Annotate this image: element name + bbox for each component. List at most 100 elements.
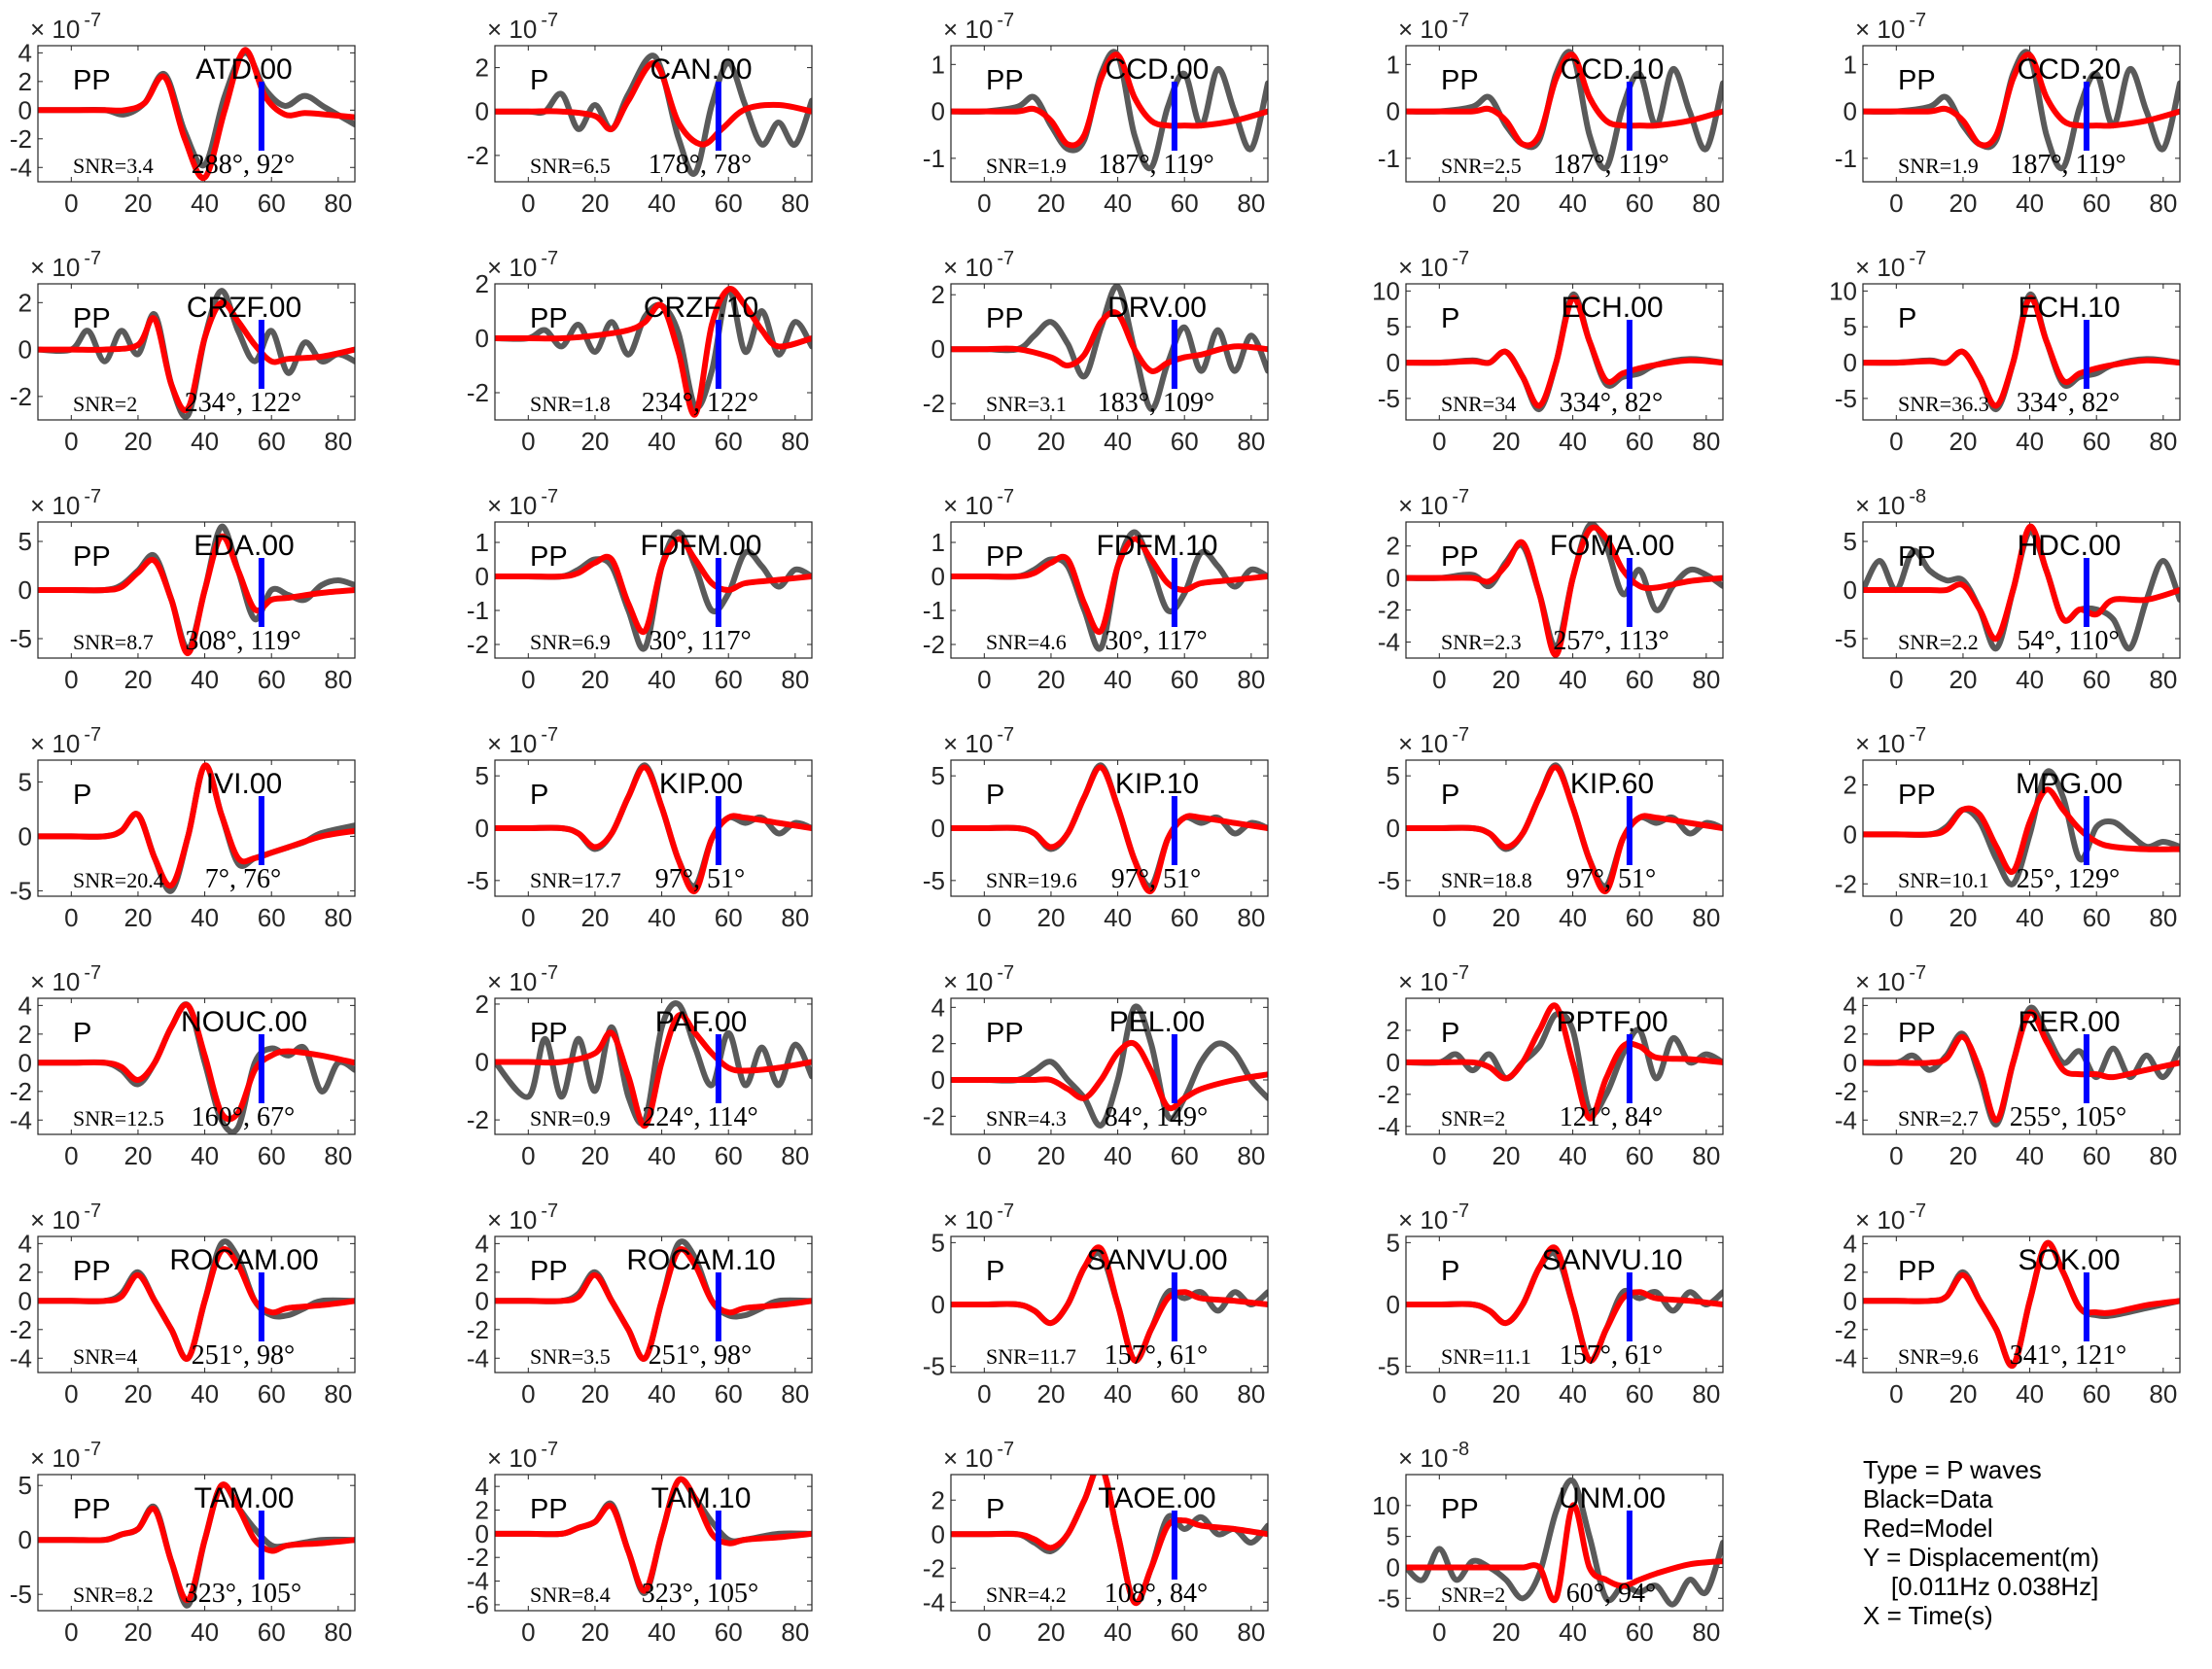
y-tick-label: 5 — [1843, 527, 1857, 556]
y-tick-label: -4 — [10, 153, 32, 182]
y-tick-label: 2 — [475, 1258, 489, 1287]
data-trace — [1406, 1477, 1723, 1608]
model-trace — [1406, 52, 1723, 149]
plot-frame — [494, 45, 813, 183]
legend-model-color: Red=Model — [1863, 1513, 1993, 1543]
plot-frame — [37, 45, 356, 183]
x-tick-label: 40 — [2016, 903, 2044, 932]
x-tick-label: 60 — [1626, 427, 1654, 456]
y-tick-label: -4 — [467, 1343, 489, 1373]
axis-exponent-label: × 10 -7 — [943, 962, 1014, 996]
y-tick-label: 0 — [18, 821, 32, 851]
phase-label: P — [530, 65, 548, 96]
x-tick-label: 40 — [1559, 1141, 1587, 1170]
model-trace — [495, 1476, 812, 1594]
x-tick-label: 20 — [580, 1379, 609, 1408]
x-tick-label: 40 — [648, 1379, 676, 1408]
model-trace — [951, 764, 1268, 894]
y-tick-label: -2 — [467, 378, 489, 407]
plot-frame — [950, 997, 1269, 1135]
x-tick-label: 80 — [781, 427, 809, 456]
exponent-base: × 10 — [943, 1443, 993, 1473]
plot-frame — [950, 1474, 1269, 1612]
y-tick-label: -2 — [923, 630, 945, 659]
x-tick-label: 40 — [1559, 427, 1587, 456]
snr-label: SNR=6.9 — [530, 630, 611, 654]
plot-area — [951, 1475, 1268, 1607]
y-tick-label: 5 — [931, 1228, 945, 1257]
x-tick-label: 20 — [1036, 1379, 1065, 1408]
x-tick-label: 20 — [123, 1617, 152, 1647]
station-label: RER.00 — [2018, 1006, 2120, 1038]
snr-label: SNR=2.3 — [1441, 630, 1522, 654]
phase-label: PP — [530, 1256, 568, 1287]
x-tick-label: 0 — [977, 427, 991, 456]
angles-label: 334°, 82° — [2017, 388, 2120, 418]
x-tick-label: 0 — [64, 1617, 78, 1647]
x-tick-label: 20 — [123, 1379, 152, 1408]
station-label: ATD.00 — [195, 53, 292, 86]
y-tick-label: 0 — [18, 1525, 32, 1554]
y-tick-label: 0 — [1387, 814, 1400, 843]
y-tick-label: 1 — [931, 528, 945, 557]
y-tick-label: -2 — [467, 1105, 489, 1134]
angles-label: 234°, 122° — [185, 388, 301, 418]
model-trace — [1863, 295, 2180, 409]
x-tick-label: 20 — [1492, 1617, 1520, 1647]
angles-label: 341°, 121° — [2010, 1340, 2126, 1371]
plot-frame — [1862, 45, 2181, 183]
y-tick-label: -5 — [10, 876, 32, 905]
y-tick-label: 2 — [1387, 1016, 1400, 1045]
model-trace — [1863, 786, 2180, 876]
x-tick-label: 80 — [324, 1379, 352, 1408]
phase-label: P — [986, 1256, 1004, 1287]
plot-area — [38, 523, 355, 657]
legend-type: Type = P waves — [1863, 1455, 2042, 1484]
x-tick-label: 80 — [1237, 427, 1265, 456]
x-tick-label: 0 — [1432, 1617, 1446, 1647]
x-tick-label: 80 — [1237, 903, 1265, 932]
y-tick-label: 2 — [475, 1496, 489, 1525]
phase-label: P — [1441, 303, 1459, 334]
y-tick-label: -2 — [1378, 1080, 1400, 1109]
x-tick-label: 20 — [580, 427, 609, 456]
axis-exponent-label: × 10 -7 — [1398, 486, 1469, 520]
x-tick-label: 80 — [324, 189, 352, 218]
x-tick-label: 20 — [580, 903, 609, 932]
snr-label: SNR=4.6 — [986, 630, 1067, 654]
y-tick-label: 10 — [1829, 276, 1857, 305]
model-trace — [1406, 295, 1723, 409]
x-tick-label: 20 — [1949, 189, 1977, 218]
axis-exponent-label: × 10 -7 — [487, 486, 558, 520]
y-tick-label: -2 — [1378, 596, 1400, 625]
axis-exponent-label: × 10 -7 — [487, 724, 558, 758]
exponent-power: -7 — [1909, 1200, 1926, 1222]
phase-label: P — [986, 1494, 1004, 1525]
x-tick-label: 0 — [1432, 427, 1446, 456]
subplot-fdfm-10: × 10 -7 1 0 -1 -2 0 20 40 60 80 PP FDFM.10 SNR=4.6 30°… — [923, 486, 1269, 694]
plot-frame — [37, 1474, 356, 1612]
snr-label: SNR=3.5 — [530, 1344, 611, 1369]
axis-exponent-label: × 10 -7 — [30, 486, 101, 520]
y-tick-label: -4 — [1378, 628, 1400, 657]
snr-label: SNR=8.4 — [530, 1582, 611, 1607]
station-label: EDA.00 — [193, 530, 294, 562]
y-tick-label: -5 — [923, 866, 945, 895]
plot-area — [1863, 292, 2180, 412]
y-tick-label: 2 — [475, 269, 489, 298]
y-tick-label: 5 — [18, 527, 32, 556]
station-label: TAOE.00 — [1098, 1482, 1215, 1514]
y-tick-label: -4 — [467, 1567, 489, 1596]
exponent-power: -7 — [541, 724, 558, 746]
x-tick-label: 80 — [1692, 1379, 1720, 1408]
y-tick-label: 1 — [931, 50, 945, 79]
angles-label: 160°, 67° — [192, 1102, 295, 1132]
exponent-base: × 10 — [1398, 1443, 1448, 1473]
axis-exponent-label: × 10 -7 — [943, 1439, 1014, 1473]
y-tick-label: 4 — [18, 991, 32, 1020]
x-tick-label: 60 — [258, 903, 286, 932]
exponent-base: × 10 — [487, 15, 537, 44]
